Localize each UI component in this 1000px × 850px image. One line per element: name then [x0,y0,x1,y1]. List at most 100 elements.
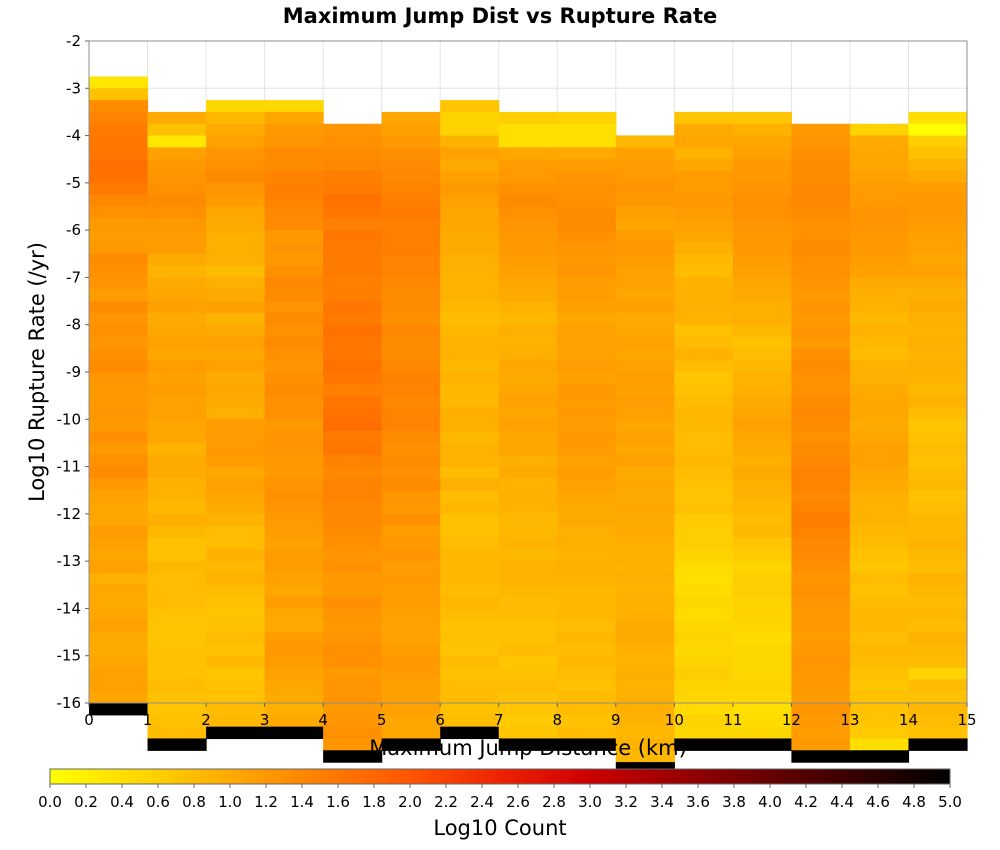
heatmap-cell [381,525,441,539]
heatmap-cell [206,596,266,610]
y-tick-label: -6 [66,221,81,239]
heatmap-cell [557,171,617,184]
heatmap-cell [732,691,792,704]
heatmap-cell [381,147,441,160]
heatmap-cell [264,679,324,692]
heatmap-cell [206,147,266,160]
heatmap-cell [908,123,968,137]
heatmap-cell [264,691,324,704]
heatmap-cell [381,596,441,610]
heatmap-cell [323,194,383,208]
heatmap-cell [557,466,617,479]
heatmap-cell [440,324,500,338]
heatmap-cell [206,679,266,692]
heatmap-cell [674,289,734,302]
heatmap-cell [557,419,617,432]
heatmap-cell [498,679,558,692]
heatmap-cell [849,301,910,314]
x-tick-label: 1 [143,711,153,729]
colorbar-tick-label: 1.4 [290,793,314,811]
heatmap-cell [674,561,734,574]
heatmap-cell [849,265,910,279]
heatmap-cell [615,537,675,550]
y-tick-label: -5 [66,174,81,192]
heatmap-cell [264,230,324,243]
heatmap-cell [147,206,207,219]
heatmap-cell [264,703,324,716]
heatmap-cell [849,372,910,385]
heatmap-cell [674,442,734,456]
heatmap-cell [615,206,675,219]
heatmap-cell [674,643,734,657]
heatmap-cell [440,312,500,326]
heatmap-cell [264,667,324,680]
heatmap-cell [323,312,383,326]
x-axis-ticks: 0 1 2 3 4 5 6 7 8 9 10 11 12 13 14 15 [84,703,977,729]
heatmap-cell [849,726,910,740]
heatmap-cell [615,561,675,574]
heatmap-cell [557,159,617,172]
heatmap-cell [89,100,149,113]
heatmap-cell [908,667,968,680]
heatmap-cell [791,513,851,527]
heatmap-cell [732,549,792,562]
heatmap-cell [147,431,207,444]
heatmap-cell [381,395,441,409]
heatmap-cell [381,182,441,196]
heatmap-cell [908,643,968,657]
heatmap-cell [791,372,851,385]
heatmap-cell [732,525,792,539]
heatmap-cell [557,726,617,740]
heatmap-cell [615,395,675,409]
x-tick-label: 2 [201,711,211,729]
heatmap-cell [615,750,675,763]
heatmap-cell [615,336,675,349]
heatmap-cell [206,490,266,503]
heatmap-cell [498,171,558,184]
heatmap-cell [615,632,675,645]
heatmap-cell [89,135,149,148]
heatmap-cell [381,537,441,550]
heatmap-cell [440,135,500,148]
heatmap-cell [732,466,792,479]
heatmap-cell [732,182,792,196]
heatmap-cell [323,502,383,515]
heatmap-cell [206,383,266,397]
heatmap-cell [381,360,441,373]
heatmap-cell [557,253,617,267]
heatmap-cell [791,454,851,468]
heatmap-cell [849,241,910,255]
heatmap-cell [206,726,266,740]
heatmap-cell [381,419,441,432]
heatmap-cell [440,620,500,633]
heatmap-cell [440,703,500,716]
heatmap-cell [89,336,149,349]
heatmap-cell [440,478,500,491]
heatmap-cell [615,655,675,669]
heatmap-cell [615,277,675,290]
heatmap-cell [557,572,617,586]
heatmap-cell [440,454,500,468]
heatmap-cell [381,253,441,267]
heatmap-cell [147,738,207,751]
heatmap-cell [440,348,500,361]
heatmap-cell [381,407,441,420]
heatmap-cell [381,714,441,728]
heatmap-cell [264,442,324,456]
x-tick-label: 4 [318,711,328,729]
heatmap-cell [89,454,149,468]
heatmap-cell [674,572,734,586]
heatmap-cell [615,490,675,503]
heatmap-cell [89,194,149,208]
heatmap-cell [732,643,792,657]
heatmap-cell [908,714,968,728]
heatmap-cell [674,230,734,243]
heatmap-cell [323,750,383,763]
heatmap-cell [206,620,266,633]
heatmap-cell [615,230,675,243]
heatmap-cell [498,525,558,539]
heatmap-cell [791,750,851,763]
heatmap-cell [615,265,675,279]
heatmap-cell [615,348,675,361]
